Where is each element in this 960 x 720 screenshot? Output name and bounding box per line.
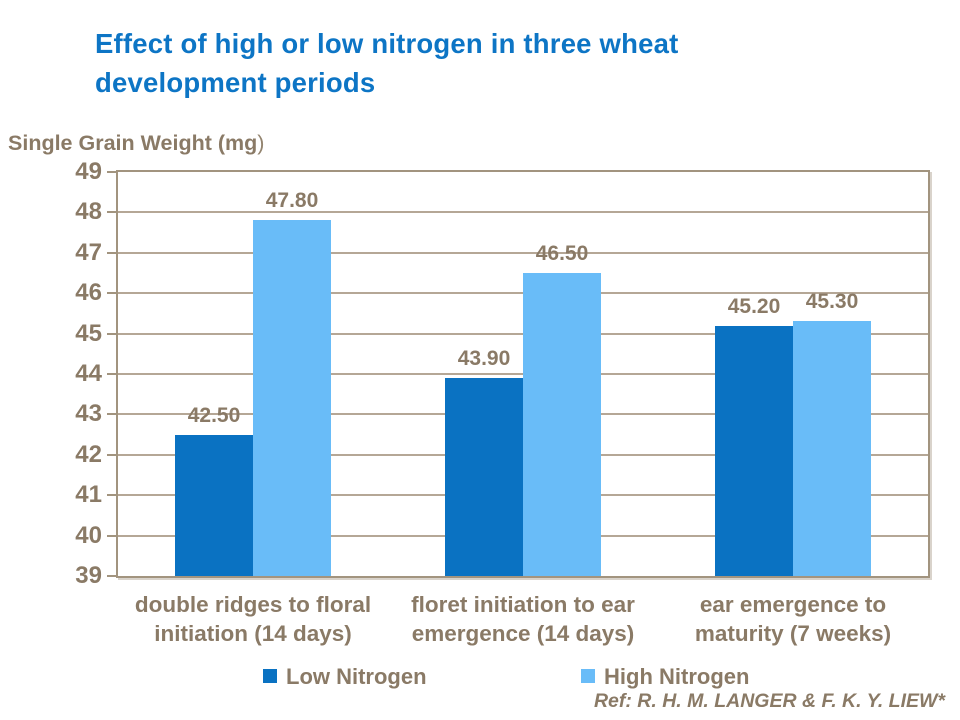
- y-tick-label: 41: [75, 481, 102, 509]
- y-tick: [107, 413, 118, 416]
- y-tick: [107, 251, 118, 254]
- bar-value-label: 45.30: [805, 290, 859, 314]
- y-tick-label: 46: [75, 279, 102, 307]
- y-tick: [107, 453, 118, 456]
- y-tick: [107, 494, 118, 497]
- category-label: double ridges to floral initiation (14 d…: [134, 592, 372, 646]
- y-tick: [107, 332, 118, 335]
- bar-high-nitrogen: [523, 273, 601, 576]
- bar-value-label: 47.80: [265, 189, 319, 213]
- y-tick-label: 43: [75, 400, 102, 428]
- y-tick-label: 48: [75, 198, 102, 226]
- y-tick-label: 47: [75, 238, 102, 266]
- bar-value-label: 45.20: [727, 294, 781, 318]
- bar-value-label: 42.50: [187, 403, 241, 427]
- gridline: [118, 251, 928, 254]
- legend-label: Low Nitrogen: [286, 664, 427, 689]
- bar-low-nitrogen: [445, 378, 523, 576]
- y-tick-label: 42: [75, 440, 102, 468]
- bar-low-nitrogen: [715, 325, 793, 576]
- bar-high-nitrogen: [253, 220, 331, 576]
- bar-value-label: 43.90: [457, 347, 511, 371]
- y-tick: [107, 292, 118, 295]
- y-tick: [107, 211, 118, 214]
- legend-item: High Nitrogen: [581, 664, 749, 690]
- y-tick: [107, 373, 118, 375]
- y-tick: [107, 534, 118, 537]
- bar-low-nitrogen: [175, 434, 253, 576]
- legend-item: Low Nitrogen: [263, 664, 427, 690]
- gridline: [118, 211, 928, 214]
- category-label: floret initiation to ear emergence (14 d…: [411, 592, 635, 646]
- y-axis-title-text: Single Grain Weight (mg: [8, 131, 258, 155]
- legend-swatch-low-nitrogen: [263, 669, 277, 683]
- y-axis-title-paren: ): [257, 131, 265, 155]
- bar-value-label: 46.50: [535, 242, 589, 265]
- page-title: Effect of high or low nitrogen in three …: [95, 28, 679, 98]
- bar-high-nitrogen: [793, 321, 871, 576]
- y-tick: [107, 575, 118, 577]
- legend-label: High Nitrogen: [604, 664, 750, 689]
- category-label: ear emergence to maturity (7 weeks): [694, 592, 892, 646]
- ref-note: Ref: R. H. M. LANGER & F. K. Y. LIEW*: [593, 690, 945, 712]
- y-tick-label: 45: [75, 319, 102, 347]
- y-tick-label: 39: [75, 562, 102, 589]
- y-tick-label: 44: [75, 360, 102, 387]
- y-axis-title: Single Grain Weight (mg): [8, 131, 264, 156]
- legend-swatch-high-nitrogen: [581, 669, 595, 683]
- y-tick: [107, 171, 118, 173]
- y-tick-label: 40: [75, 521, 102, 549]
- y-tick-label: 49: [75, 158, 102, 185]
- plot-area: 39 40 41 42 43 44 45 46 47 48 49 42.50 47.80 43.90 46.…: [75, 158, 930, 589]
